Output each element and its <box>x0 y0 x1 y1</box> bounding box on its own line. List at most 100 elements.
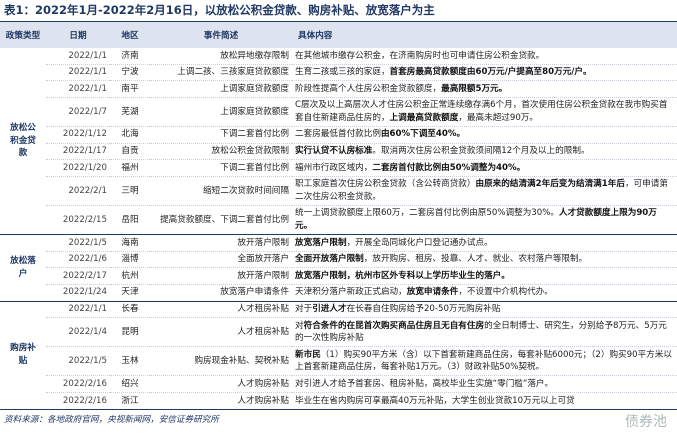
date-cell: 2022/2/16 <box>46 375 110 394</box>
content-text: 对引进人才给予首套房、租房补贴，高校毕业生实施“零门槛”落户。 <box>295 378 554 389</box>
content-text: C层次及以上高层次人才住房公积金正常连续缴存满6个月，首次使用住房公积金贷款在我… <box>295 100 668 123</box>
date-cell: 2022/1/6 <box>46 251 110 269</box>
content-text: 放宽落户限制 <box>295 237 347 248</box>
event-cell: 下调二套首付比例 <box>150 159 292 177</box>
header-cell: 事件简述 <box>150 22 292 48</box>
content-text: 的全日制博士、研究生，分别给予8万元、5万元的一次性购房补贴 <box>295 320 667 344</box>
event-cell: 上调家庭贷款额度 <box>150 97 292 127</box>
region-cell: 昆明 <box>110 317 150 348</box>
table-row: 2022/1/4 昆明 人才租房补贴 对符合条件的在昆首次购买商品住房且无自有住房的全… <box>0 317 677 348</box>
region-cell: 天津 <box>110 284 150 302</box>
content-text: ，开展全岛同城化户口登记通办试点。 <box>346 237 493 248</box>
date-cell: 2022/1/4 <box>46 317 110 348</box>
policy-type: 购房补贴 <box>0 301 46 410</box>
policy-type: 放松公积金贷款 <box>0 48 46 236</box>
content-text: 上调最高贷款额度 <box>389 112 459 123</box>
content-text: 新市民 <box>295 349 321 360</box>
content-text: ，可申请第二次住房公积金贷款。 <box>295 179 668 202</box>
source-note: 资料来源：各地政府官网，央视新闻网，安信证券研究所 <box>4 414 219 425</box>
header-cell: 地区 <box>110 22 150 48</box>
table-row: 2022/1/6 淄博 全面放开落户 全面开放落户限制，放开购房、租房、投靠、人才、就… <box>0 251 677 269</box>
table-row: 2022/2/17 杭州 放开落户限制 放宽落户限制，杭州市区外专科以上学历毕业生的落… <box>0 267 677 285</box>
date-cell: 2022/1/1 <box>46 301 110 319</box>
event-cell: 放松公积金贷款限制 <box>150 143 292 161</box>
content-cell: 毕业生在省内购房可享最高40万元补贴，大学生创业贷款10万元以上可贷 <box>292 392 677 410</box>
region-cell: 福州 <box>110 159 150 177</box>
content-cell: 职工家庭首次住房公积金贷款（含公转商贷款）由原来的结清满2年后变为结清满1年后，… <box>292 176 677 206</box>
date-cell: 2022/2/16 <box>46 392 110 410</box>
content-cell: 福州市行政区域内，二套房首付款比例由50%调整为40%。 <box>292 159 677 177</box>
content-text: 阶段性提高个人住房公积金贷款额度， <box>295 83 442 94</box>
content-text: 由60%下调至40%。 <box>380 129 466 140</box>
content-text: 由原来的结清满2年后变为结清满1年后 <box>475 179 625 190</box>
date-cell: 2022/1/20 <box>46 159 110 177</box>
region-cell: 海南 <box>110 234 150 252</box>
content-text: 首套房最高贷款额度由60万元/户提高至80万元/户。 <box>389 67 592 78</box>
event-cell: 放宽落户申请条件 <box>150 284 292 302</box>
region-cell: 济南 <box>110 48 150 65</box>
region-cell: 玉林 <box>110 346 150 377</box>
content-text: 对于 <box>295 304 313 314</box>
content-cell: 天津积分落户新政正式启动，放宽申请条件，不设置中介机构代办。 <box>292 284 677 302</box>
date-cell: 2022/1/24 <box>46 284 110 302</box>
content-text: 全面开放落户限制 <box>295 254 364 265</box>
header-row: 政策类型 日期 地区 事件简述 具体内容 <box>0 22 677 48</box>
event-cell: 人才租房补贴 <box>150 301 292 319</box>
event-cell: 人才购房补贴 <box>150 392 292 410</box>
content-text: 福州市行政区域内， <box>295 162 373 173</box>
content-text: （1）购买90平方米（含）以下首套新建商品住房，每套补贴6000元；（2）购买9… <box>295 349 672 373</box>
content-text: 放宽落户限制，杭州市区外专科以上学历毕业生的落户。 <box>295 270 510 281</box>
date-cell: 2022/1/7 <box>46 97 110 127</box>
content-text: ，放开购房、租房、投靠、人才、就业、农村落户等限制。 <box>363 254 588 265</box>
table-row: 2022/1/1 南平 上调家庭贷款额度 阶段性提高个人住房公积金贷款额度，最高限额5… <box>0 80 677 98</box>
event-cell: 缩短二次贷款时间间隔 <box>150 176 292 206</box>
date-cell: 2022/2/1 <box>46 176 110 206</box>
event-cell: 下调二套首付比例 <box>150 126 292 144</box>
content-cell: 对于引进人才在长春自住购房给予20-50万元购房补贴 <box>292 301 677 319</box>
content-cell: C层次及以上高层次人才住房公积金正常连续缴存满6个月，首次使用住房公积金贷款在我… <box>292 97 677 127</box>
policy-table: 政策类型 日期 地区 事件简述 具体内容 放松公积金贷款 2022/1/1 济南 放松… <box>0 22 677 410</box>
region-cell: 芜湖 <box>110 97 150 127</box>
content-text: 。取消两次住房公积金贷款须间隔12个月及以上的限制。 <box>372 146 590 157</box>
region-cell: 北海 <box>110 126 150 144</box>
region-cell: 浙江 <box>110 392 150 410</box>
event-cell: 放开落户限制 <box>150 267 292 285</box>
content-text: 对 <box>295 320 304 331</box>
region-cell: 三明 <box>110 176 150 206</box>
region-cell: 杭州 <box>110 267 150 285</box>
content-cell: 对引进人才给予首套房、租房补贴，高校毕业生实施“零门槛”落户。 <box>292 375 677 394</box>
event-cell: 上调二孩、三孩家庭贷款额度 <box>150 64 292 82</box>
date-cell: 2022/1/5 <box>46 234 110 252</box>
table-row: 2022/1/12 北海 下调二套首付比例 二套房最低首付款比例由60%下调至40%。 <box>0 126 677 144</box>
date-cell: 2022/1/17 <box>46 143 110 161</box>
table-row: 购房补贴 2022/1/1 长春 人才租房补贴 对于引进人才在长春自住购房给予20-50… <box>0 301 677 410</box>
content-text: 引进人才 <box>312 304 347 314</box>
table-row: 2022/1/5 玉林 购房现金补贴、契税补贴 新市民（1）购买90平方米（含）以下首… <box>0 346 677 377</box>
content-cell: 二套房最低首付款比例由60%下调至40%。 <box>292 126 677 144</box>
table-row: 2022/1/17 自贡 放松公积金贷款限制 实行认贷不认房标准。取消两次住房公积金贷… <box>0 143 677 161</box>
date-cell: 2022/1/5 <box>46 346 110 377</box>
content-text: 人才贷款额度上限为90万元。 <box>295 208 657 232</box>
content-text: 毕业生在省内购房可享最高40万元补贴，大学生创业贷款10万元以上可贷 <box>295 395 575 406</box>
content-text: 在长春自住购房给予20-50万元购房补贴 <box>346 304 501 314</box>
header-cell: 具体内容 <box>292 22 677 48</box>
content-cell: 放宽落户限制，杭州市区外专科以上学历毕业生的落户。 <box>292 267 677 285</box>
table-row: 2022/1/1 宁波 上调二孩、三孩家庭贷款额度 生育二孩或三孩的家庭，首套房最高贷… <box>0 64 677 82</box>
region-cell: 淄博 <box>110 251 150 269</box>
content-text: 在其他城市缴存公积金，在济南购房时也可申请住房公积金贷款。 <box>295 50 545 61</box>
table-row: 2022/1/7 芜湖 上调家庭贷款额度 C层次及以上高层次人才住房公积金正常连续缴存… <box>0 97 677 127</box>
event-cell: 提高贷款额度、下调二套首付比例 <box>150 205 292 236</box>
region-cell: 南平 <box>110 80 150 98</box>
date-cell: 2022/1/1 <box>46 64 110 82</box>
event-cell: 上调家庭贷款额度 <box>150 80 292 98</box>
content-cell: 全面开放落户限制，放开购房、租房、投靠、人才、就业、农村落户等限制。 <box>292 251 677 269</box>
table-row: 2022/1/24 天津 放宽落户申请条件 天津积分落户新政正式启动，放宽申请条件，不… <box>0 284 677 302</box>
content-text: 二套房首付款比例由50%调整为40%。 <box>372 162 526 173</box>
table-title: 表1：2022年1月-2022年2月16日，以放松公积金贷款、购房补贴、放宽落户… <box>0 0 677 22</box>
content-text: 生育二孩或三孩的家庭， <box>295 67 390 78</box>
content-text: 实行认贷不认房标准 <box>295 146 373 157</box>
content-cell: 在其他城市缴存公积金，在济南购房时也可申请住房公积金贷款。 <box>292 48 677 65</box>
policy-type: 放松落户 <box>0 234 46 302</box>
table-row: 2022/2/1 三明 缩短二次贷款时间间隔 职工家庭首次住房公积金贷款（含公转商贷款… <box>0 176 677 206</box>
table-row: 2022/1/20 福州 下调二套首付比例 福州市行政区域内，二套房首付款比例由50%… <box>0 159 677 177</box>
